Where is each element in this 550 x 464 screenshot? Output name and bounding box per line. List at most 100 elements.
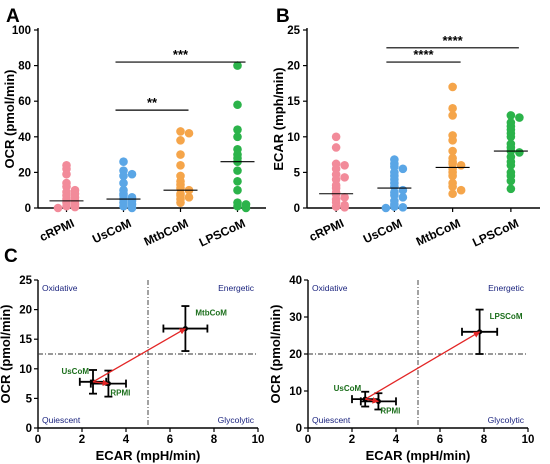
data-point-uscom (119, 171, 128, 181)
y-tick-label: 25 (19, 275, 32, 287)
y-tick-label: 10 (19, 364, 32, 376)
data-point-crpmi (340, 160, 349, 170)
data-point-mtbcom (184, 193, 194, 202)
data-point-mtbcom (448, 182, 457, 191)
arrow-uscom-to-rpmi (365, 397, 380, 404)
y-axis-title: OCR (pmol/min) (2, 70, 17, 169)
data-point-mtbcom (448, 104, 457, 113)
significance-label: **** (413, 47, 434, 62)
x-tick-label: MtbCoM (142, 216, 191, 249)
x-tick-label: cRPMI (307, 216, 346, 244)
y-tick-label: 20 (18, 167, 31, 179)
data-point-mtbcom (456, 185, 466, 195)
data-point-lpscom (241, 203, 251, 213)
arrow-uscom-to-rpmi (92, 379, 110, 387)
data-point-uscom (127, 169, 137, 179)
data-point-mtbcom (456, 160, 466, 170)
data-point-mtbcom (184, 128, 194, 138)
point-label-rpmi: RPMI (380, 406, 400, 415)
quadrant-label-glycolytic: Glycolytic (488, 415, 525, 425)
data-point-crpmi (62, 169, 71, 179)
data-point-uscom (398, 202, 408, 212)
data-point-crpmi (340, 193, 349, 202)
y-tick-label: 80 (18, 61, 31, 73)
arrow-uscom-to-mtbcom (92, 327, 186, 383)
data-point-lpscom (515, 113, 524, 122)
y-axis-title: OCR (pmol/min) (268, 305, 283, 404)
data-point-lpscom (506, 160, 516, 170)
chart-ecar-scatter: 0 5 10 15 20 25 ECAR (mph/min) cRPMI UsCoM MtbCoM… (271, 25, 540, 250)
data-point-lpscom (233, 177, 242, 186)
y-tick-label: 60 (18, 96, 31, 108)
y-tick-label: 0 (296, 423, 302, 435)
x-tick-label: 10 (252, 434, 265, 446)
x-tick-label: 4 (123, 434, 130, 446)
y-tick-label: 100 (12, 25, 31, 37)
data-point-mtbcom (448, 136, 457, 145)
data-point-uscom (398, 164, 408, 174)
data-point-lpscom (506, 111, 516, 120)
y-tick-label: 0 (25, 203, 31, 215)
arrow-uscom-to-lpscom (364, 331, 481, 400)
data-point-lpscom (515, 148, 524, 157)
quadrant-label-oxidative: Oxidative (312, 283, 348, 293)
data-point-crpmi (340, 173, 349, 182)
y-tick-label: 20 (19, 305, 32, 317)
y-tick-label: 15 (19, 334, 32, 346)
y-tick-label: 5 (26, 393, 33, 405)
data-point-uscom (119, 178, 128, 188)
chart-ocr-scatter: 0 20 40 60 80 100 OCR (pmol/min) cRPMI UsCoM MtbC… (2, 25, 266, 250)
x-tick-label: 0 (305, 434, 311, 446)
y-tick-label: 0 (294, 203, 300, 215)
data-point-mtbcom (448, 189, 457, 199)
x-tick-label: 2 (79, 434, 85, 446)
x-tick-label: 2 (349, 434, 355, 446)
y-tick-label: 40 (289, 275, 302, 287)
point-label-uscom: UsCoM (61, 367, 89, 376)
quadrant-label-quiescent: Quiescent (312, 415, 351, 425)
x-tick-label: 6 (437, 434, 443, 446)
data-point-mtbcom (448, 111, 457, 120)
y-tick-label: 20 (287, 61, 300, 73)
y-tick-label: 40 (18, 132, 31, 144)
x-axis-title: ECAR (mpH/min) (96, 448, 201, 463)
x-tick-label: UsCoM (361, 216, 404, 246)
data-point-mtbcom (176, 198, 185, 207)
y-tick-label: 10 (289, 386, 302, 398)
panel-label-b: B (276, 6, 290, 27)
data-point-lpscom (506, 132, 516, 142)
data-point-uscom (127, 203, 137, 213)
quadrant-label-glycolytic: Glycolytic (218, 415, 255, 425)
data-point-lpscom (233, 132, 242, 142)
quadrant-label-quiescent: Quiescent (42, 415, 81, 425)
quadrant-label-oxidative: Oxidative (42, 283, 78, 293)
data-point-mtbcom (448, 171, 457, 181)
x-tick-label: 0 (35, 434, 41, 446)
panel-label-c: C (4, 246, 18, 267)
data-point-lpscom (233, 185, 242, 195)
data-point-uscom (381, 203, 391, 213)
data-point-mtbcom (448, 82, 457, 92)
data-point-lpscom (233, 201, 242, 211)
x-tick-label: 8 (481, 434, 488, 446)
point-label-rpmi: RPMI (110, 389, 130, 398)
y-tick-label: 20 (289, 349, 302, 361)
x-tick-label: 4 (393, 434, 400, 446)
x-tick-label: 6 (167, 434, 173, 446)
data-point-mtbcom (176, 160, 185, 170)
data-point-lpscom (233, 100, 242, 110)
point-label-mtbcom: MtbCoM (195, 309, 227, 318)
panel-label-a: A (6, 6, 20, 27)
data-point-lpscom (506, 184, 516, 194)
data-point-lpscom (233, 166, 242, 175)
x-tick-label: cRPMI (37, 216, 76, 244)
quadrant-label-energetic: Energetic (488, 283, 525, 293)
chart-energy-map-mtb: 0 2 4 6 8 10 0 5 10 15 20 25 ECAR (mpH/min) OCR (pmol… (0, 275, 264, 463)
y-tick-label: 30 (289, 312, 302, 324)
data-point-lpscom (233, 125, 242, 134)
data-point-lpscom (233, 61, 242, 70)
y-tick-label: 10 (287, 132, 300, 144)
chart-energy-map-lps: 0 2 4 6 8 10 0 10 20 30 40 ECAR (mpH/min) OCR (pmol/… (268, 275, 534, 463)
x-tick-label: LPSCoM (197, 216, 248, 250)
